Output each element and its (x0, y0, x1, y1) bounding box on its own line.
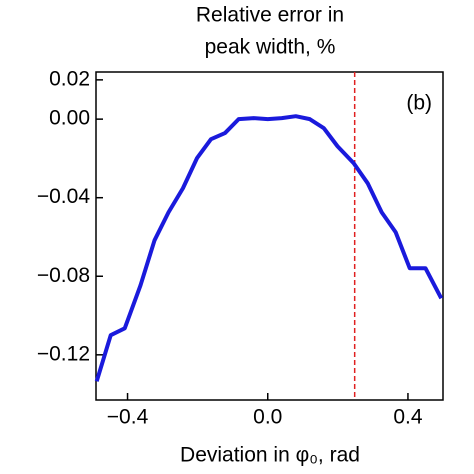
panel-label: (b) (406, 92, 432, 115)
x-axis-label: Deviation in φ₀, rad (180, 444, 360, 467)
y-tick-label: 0.00 (49, 107, 90, 130)
x-tick-label: 0.0 (253, 406, 282, 429)
y-tick-label: −0.04 (37, 185, 90, 208)
y-tick-label: −0.08 (37, 264, 90, 287)
chart-title: Relative error in (196, 4, 344, 27)
x-tick-label: 0.4 (393, 406, 423, 429)
y-tick-label: −0.12 (37, 342, 90, 365)
x-tick-label: −0.4 (107, 406, 149, 429)
chart-title: peak width, % (205, 36, 336, 59)
data-line (94, 114, 444, 382)
y-tick-label: 0.02 (49, 67, 90, 90)
plot-frame (95, 71, 444, 401)
